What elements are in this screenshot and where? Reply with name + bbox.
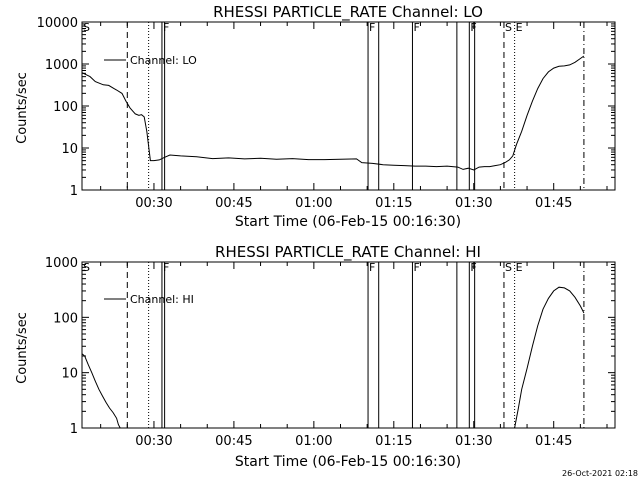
event-marker-label-hi: F (470, 261, 476, 274)
x-tick-label-lo: 01:30 (455, 196, 492, 211)
x-tick-label-hi: 01:45 (535, 434, 572, 449)
event-marker-label-hi: F (163, 261, 169, 274)
event-marker-label-hi: F (413, 261, 419, 274)
y-tick-label-lo: 10 (61, 142, 78, 157)
series-line-hi-0 (82, 353, 121, 428)
x-tick-label-hi: 01:30 (455, 434, 492, 449)
x-tick-label-lo: 01:45 (535, 196, 572, 211)
event-marker-label-hi: F (369, 261, 375, 274)
x-axis-label-hi: Start Time (06-Feb-15 00:16:30) (235, 454, 461, 470)
y-tick-label-lo: 1 (70, 184, 78, 199)
event-marker-label-lo: F (413, 21, 419, 34)
series-line-lo-0 (82, 55, 585, 171)
legend-label-lo: Channel: LO (130, 54, 197, 67)
event-marker-label-lo: S (505, 21, 512, 34)
chart-title-lo: RHESSI PARTICLE_RATE Channel: LO (213, 3, 483, 22)
x-tick-label-hi: 00:45 (215, 434, 252, 449)
x-axis-label-lo: Start Time (06-Feb-15 00:16:30) (235, 214, 461, 230)
x-tick-label-lo: 01:00 (295, 196, 332, 211)
event-marker-label-hi: S (83, 261, 90, 274)
y-axis-label-hi: Counts/sec (15, 312, 30, 384)
event-marker-label-lo: S (83, 21, 90, 34)
y-tick-label-hi: 10 (61, 367, 78, 382)
event-marker-label-lo: F (163, 21, 169, 34)
y-tick-label-hi: 1 (70, 422, 78, 437)
y-axis-label-lo: Counts/sec (15, 72, 30, 144)
chart-marks-layer: 1 10 100 1000 10000 00:30 00:45 01:00 01:15 01:30… (37, 16, 616, 449)
series-line-hi-1 (514, 286, 585, 428)
y-tick-label-lo: 100 (53, 100, 78, 115)
footer-date: 26-Oct-2021 02:18 (562, 469, 638, 478)
x-tick-label-lo: 00:45 (215, 196, 252, 211)
x-tick-label-lo: 01:15 (375, 196, 412, 211)
y-tick-label-lo: 1000 (45, 58, 78, 73)
y-tick-label-lo: 10000 (37, 16, 78, 31)
x-tick-label-lo: 00:30 (135, 196, 172, 211)
chart-title-hi: RHESSI PARTICLE_RATE Channel: HI (215, 243, 481, 262)
event-marker-label-lo: E (516, 21, 523, 34)
y-tick-label-hi: 100 (53, 311, 78, 326)
x-tick-label-hi: 00:30 (135, 434, 172, 449)
y-tick-label-hi: 1000 (45, 256, 78, 271)
event-marker-label-hi: S (505, 261, 512, 274)
event-marker-label-lo: F (369, 21, 375, 34)
x-tick-label-hi: 01:00 (295, 434, 332, 449)
plot-frame-hi (81, 261, 616, 429)
event-marker-label-lo: F (470, 21, 476, 34)
x-tick-label-hi: 01:15 (375, 434, 412, 449)
event-marker-label-hi: E (516, 261, 523, 274)
